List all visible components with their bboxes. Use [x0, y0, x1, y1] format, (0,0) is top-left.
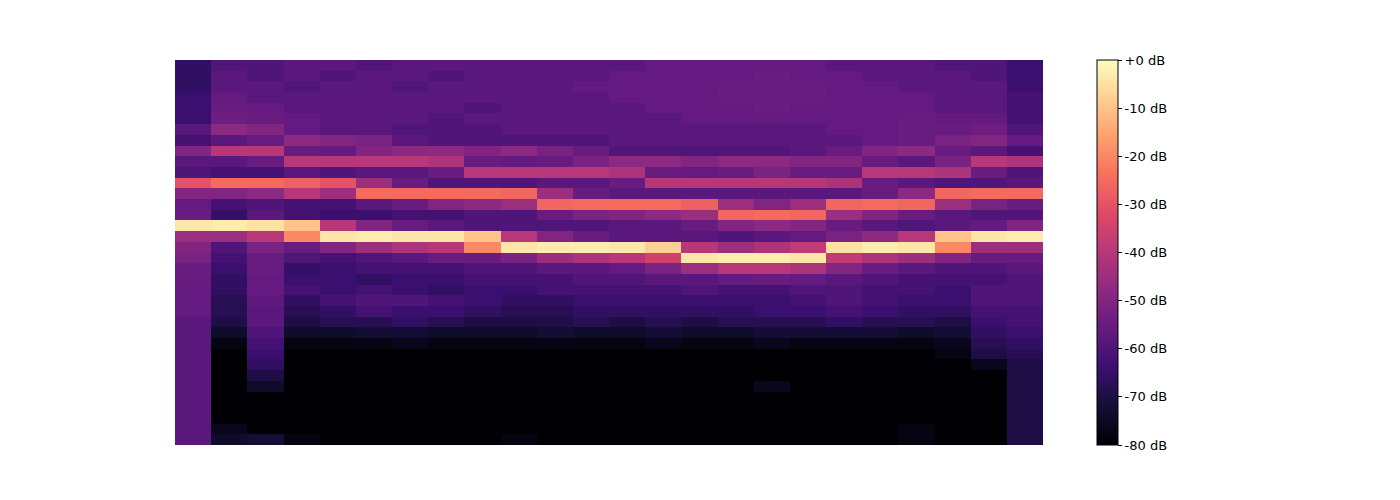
svg-text:-40 dB: -40 dB	[1125, 245, 1168, 260]
svg-text:-80 dB: -80 dB	[1125, 438, 1168, 453]
svg-text:-10 dB: -10 dB	[1125, 101, 1168, 116]
svg-text:-30 dB: -30 dB	[1125, 197, 1168, 212]
svg-text:-60 dB: -60 dB	[1125, 341, 1168, 356]
svg-text:+0 dB: +0 dB	[1125, 53, 1165, 68]
svg-text:-20 dB: -20 dB	[1125, 149, 1168, 164]
svg-text:-70 dB: -70 dB	[1125, 389, 1168, 404]
svg-text:-50 dB: -50 dB	[1125, 293, 1168, 308]
